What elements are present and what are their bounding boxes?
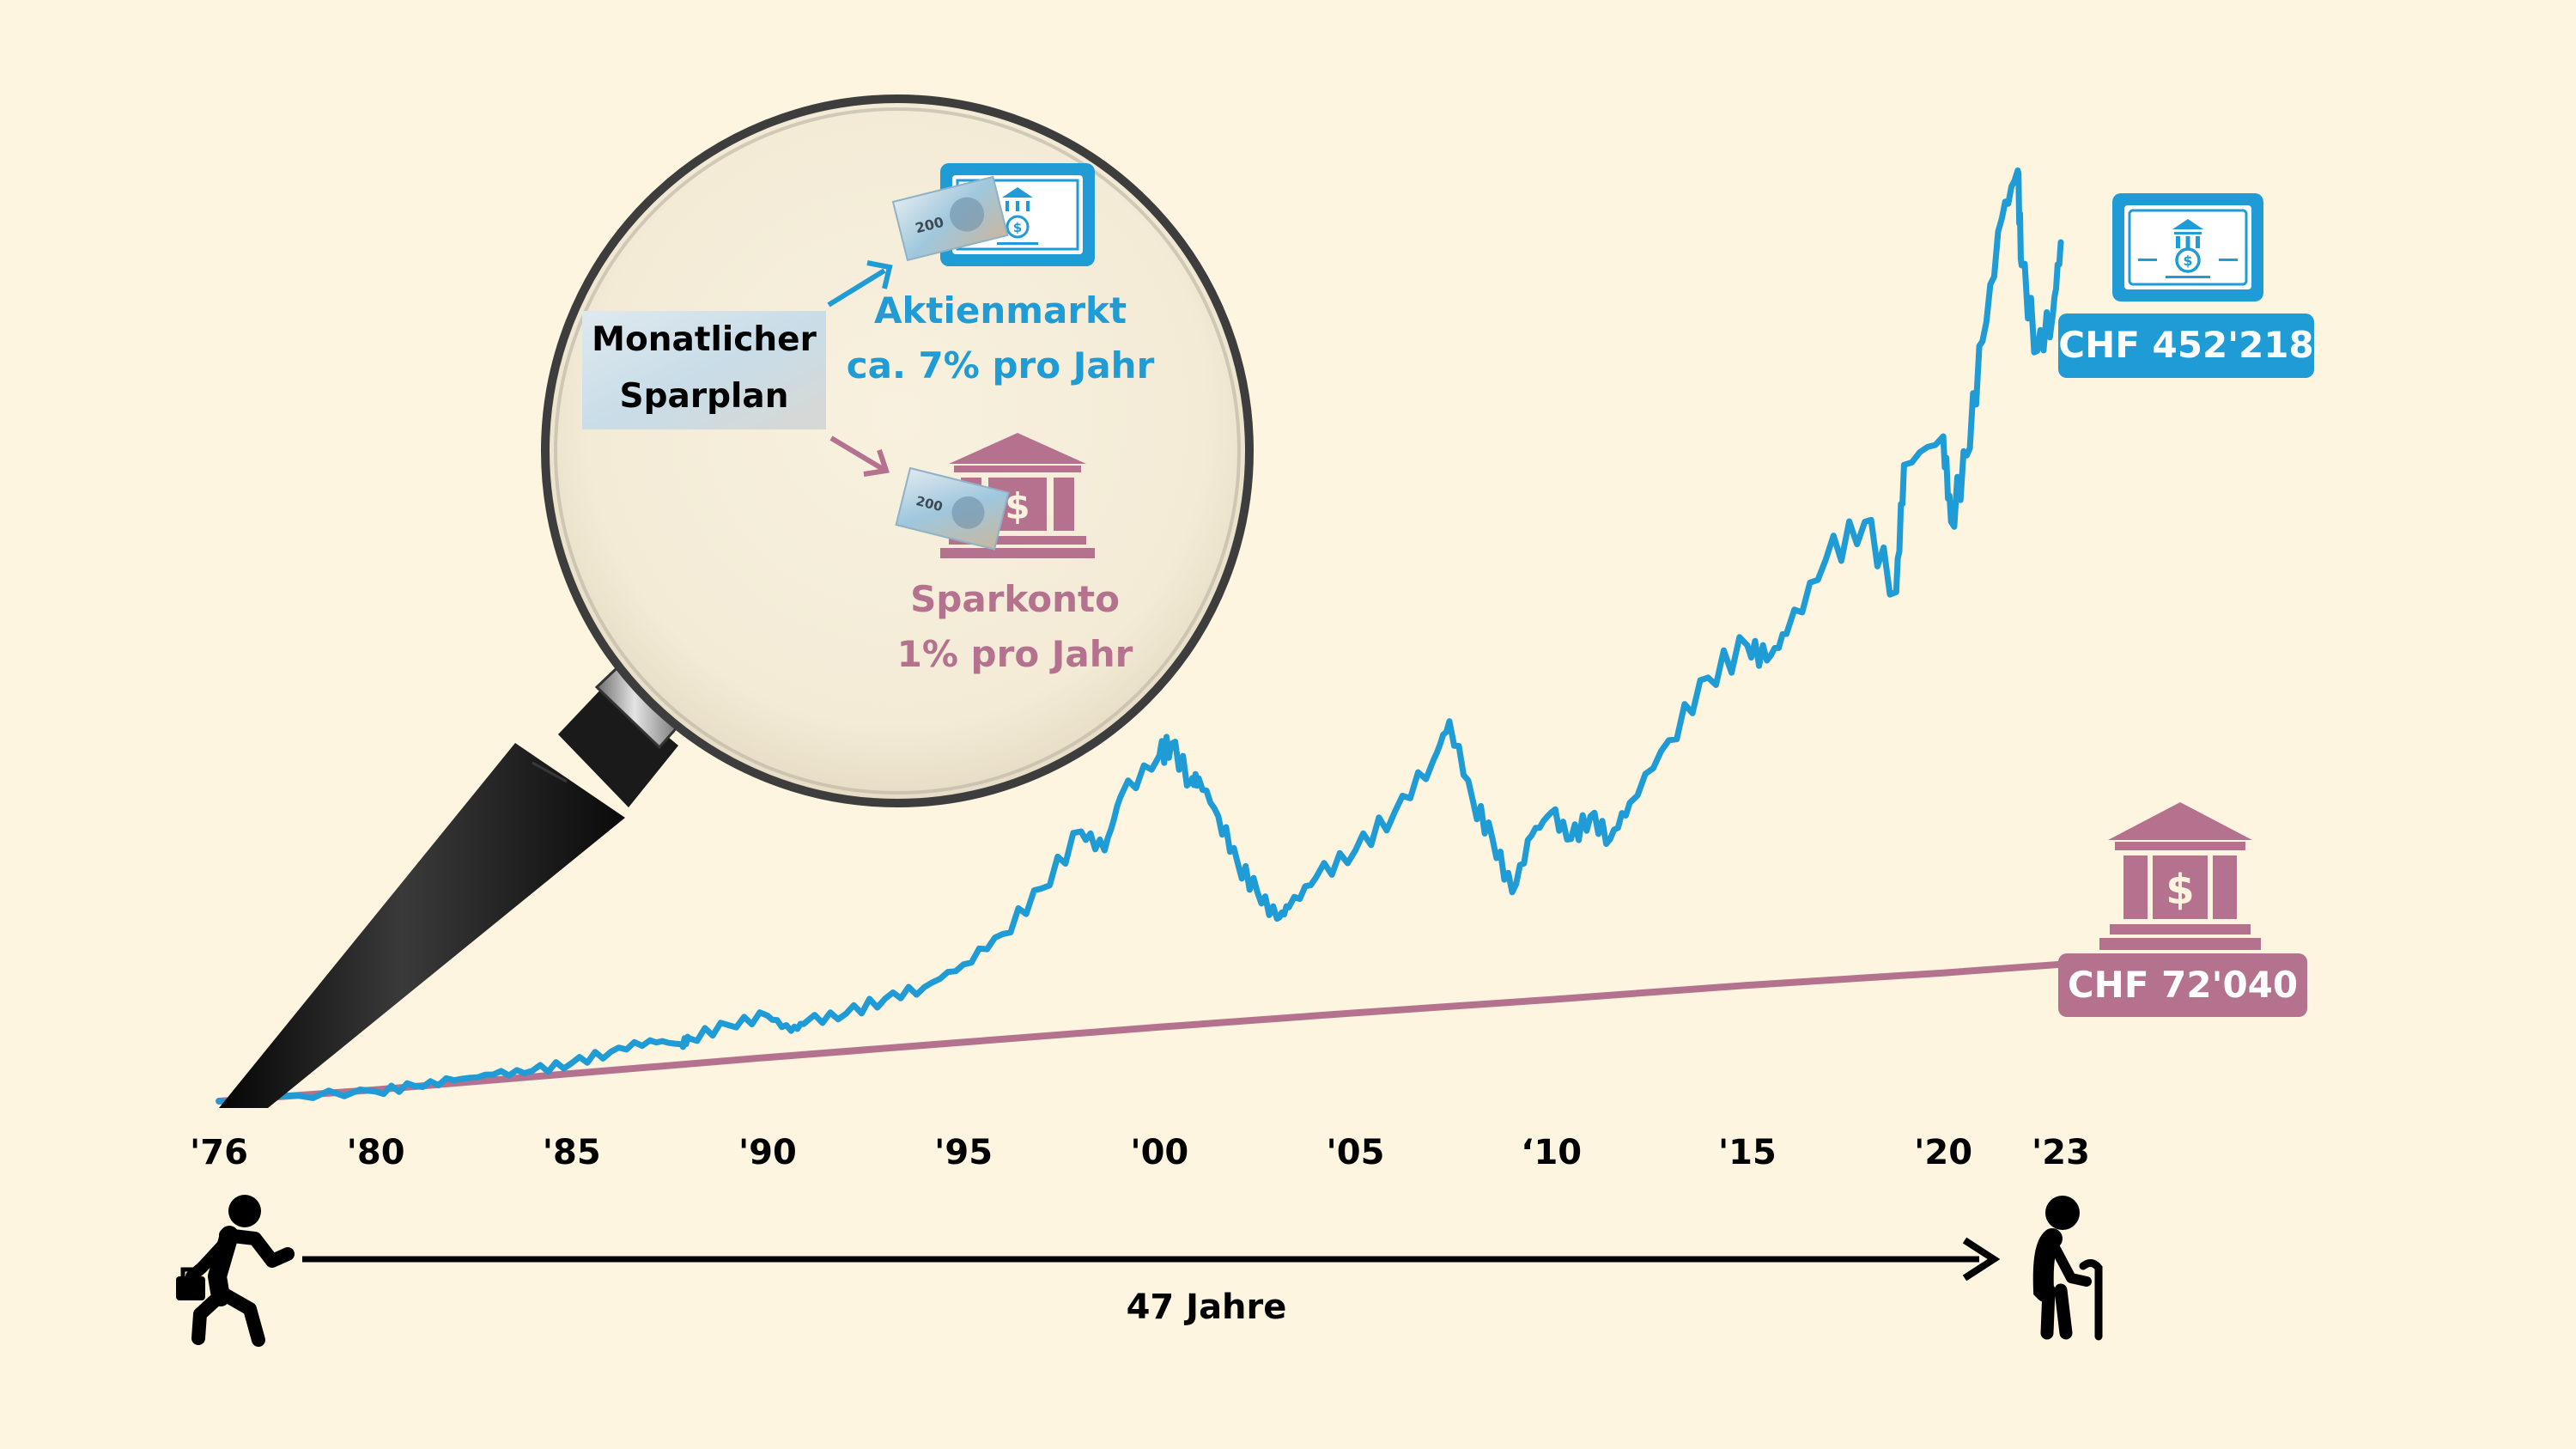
x-tick-label: '15 bbox=[1718, 1133, 1777, 1172]
magnifier-content: Monatlicher Sparplan $ 200 Aktienmarkt c… bbox=[582, 163, 1155, 675]
stock-end-label-box bbox=[2058, 314, 2314, 378]
stock-market-label: Aktienmarkt bbox=[874, 289, 1127, 332]
bank-building-icon: $ bbox=[2099, 802, 2261, 950]
elderly-person-icon bbox=[2032, 1196, 2103, 1341]
svg-text:$: $ bbox=[2166, 866, 2194, 914]
series-layer bbox=[216, 167, 2064, 1105]
x-tick-label: '95 bbox=[934, 1133, 993, 1172]
x-tick-label: '80 bbox=[347, 1133, 405, 1172]
savings-end-label: CHF 72'040 bbox=[2068, 964, 2298, 1006]
monthly-plan-banknote: Monatlicher Sparplan bbox=[582, 311, 826, 429]
series-line-aktienmarkt bbox=[216, 167, 2064, 1105]
svg-text:$: $ bbox=[1013, 220, 1022, 235]
x-tick-label: '23 bbox=[2032, 1133, 2090, 1172]
arrow-to-savings bbox=[829, 435, 884, 472]
svg-text:$: $ bbox=[1005, 485, 1030, 527]
stock-market-rate: ca. 7% pro Jahr bbox=[847, 344, 1155, 387]
banknote-icon-savings: 200 bbox=[895, 466, 1010, 551]
plan-label-line2: Sparplan bbox=[620, 377, 789, 416]
magnifier-lens bbox=[541, 94, 1254, 807]
plan-label-line1: Monatlicher bbox=[592, 320, 817, 359]
stock-end-marker: $ CHF 452'218 bbox=[2058, 193, 2314, 378]
magnifier-handle bbox=[219, 743, 625, 1108]
savings-account-label: Sparkonto bbox=[910, 578, 1120, 620]
timeline: 47 Jahre bbox=[176, 1195, 2103, 1347]
x-tick-label: '05 bbox=[1327, 1133, 1385, 1172]
x-axis-ticks: '76 '80 '85 '90 '95 '00 '05 ‘10 '15 '20 '23 bbox=[190, 1133, 2090, 1172]
savings-end-marker: $ CHF 72'040 bbox=[2058, 802, 2307, 1017]
x-tick-label: '20 bbox=[1914, 1133, 1972, 1172]
banknote-icon: 200 bbox=[891, 175, 1009, 262]
timeline-duration: 47 Jahre bbox=[1127, 1288, 1287, 1327]
savings-end-label-box bbox=[2058, 953, 2307, 1017]
arrow-to-stocks bbox=[827, 268, 886, 307]
svg-text:$: $ bbox=[2183, 253, 2192, 269]
stock-end-label: CHF 452'218 bbox=[2058, 324, 2314, 366]
walking-person-icon bbox=[176, 1195, 295, 1347]
x-tick-label: '90 bbox=[738, 1133, 797, 1172]
bank-note-icon: $ bbox=[2112, 193, 2263, 301]
x-tick-label: '00 bbox=[1130, 1133, 1188, 1172]
x-tick-label: '85 bbox=[543, 1133, 601, 1172]
x-tick-label: ‘10 bbox=[1521, 1133, 1582, 1172]
savings-account-rate: 1% pro Jahr bbox=[897, 633, 1133, 675]
x-tick-label: '76 bbox=[190, 1133, 248, 1172]
timeline-arrowhead bbox=[1962, 1237, 2001, 1282]
series-line-sparkonto bbox=[216, 960, 2064, 1105]
magnifying-glass-icon bbox=[219, 94, 1254, 1108]
